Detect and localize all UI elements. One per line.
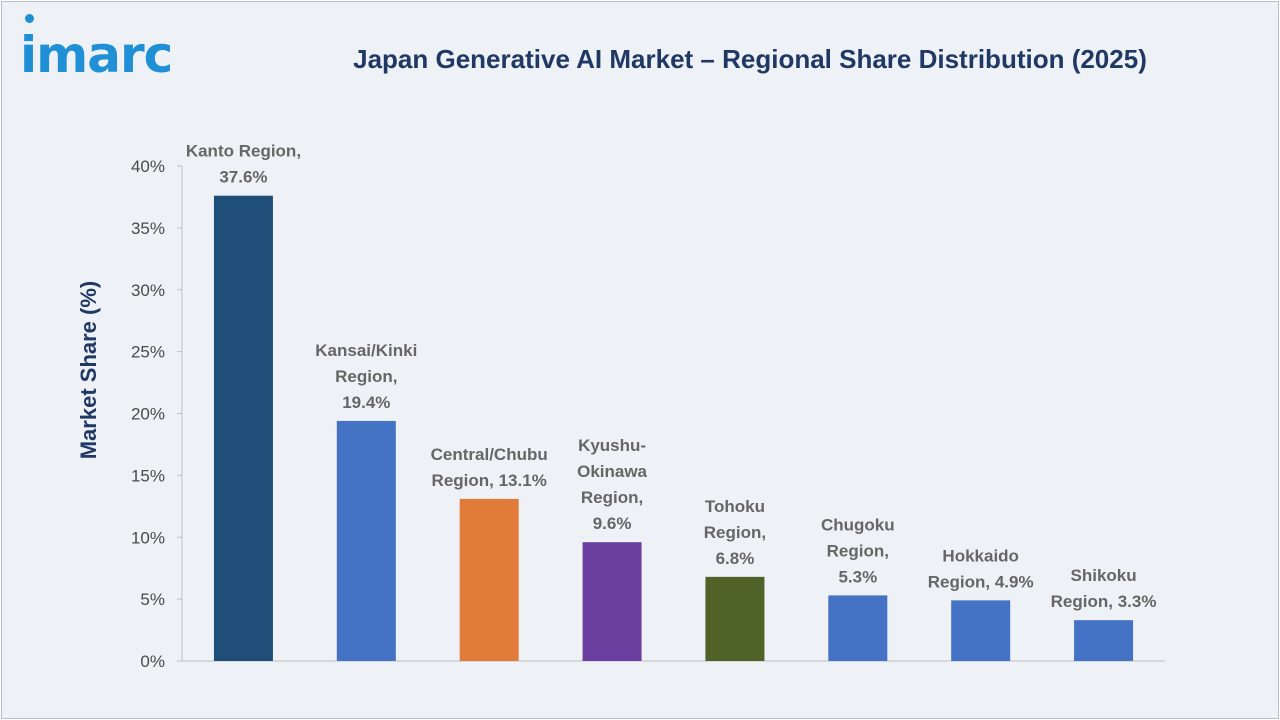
- y-tick-label: 40%: [131, 157, 165, 176]
- bar: [828, 595, 888, 661]
- data-label: Shikoku Region, 3.3%: [1051, 566, 1157, 611]
- bar: [213, 195, 273, 661]
- data-label: Hokkaido Region, 4.9%: [928, 546, 1034, 591]
- bar: [336, 420, 396, 661]
- bar: [582, 542, 642, 661]
- data-label: Kansai/Kinki Region, 19.4%: [315, 341, 417, 412]
- bar: [1074, 620, 1134, 661]
- data-label: Chugoku Region, 5.3%: [821, 515, 895, 586]
- imarc-logo: imarc: [20, 26, 173, 84]
- y-tick-label: 20%: [131, 405, 165, 424]
- data-label: Tohoku Region, 6.8%: [704, 497, 766, 568]
- bar: [459, 498, 519, 661]
- y-tick-label: 30%: [131, 281, 165, 300]
- y-tick-label: 5%: [140, 590, 165, 609]
- data-label: Kyushu-Okinawa Region, 9.6%: [577, 436, 647, 533]
- y-axis-label: Market Share (%): [76, 281, 101, 460]
- y-tick-label: 15%: [131, 466, 165, 485]
- y-tick-label: 0%: [140, 652, 165, 671]
- y-tick-label: 10%: [131, 528, 165, 547]
- data-label: Kanto Region, 37.6%: [186, 142, 301, 187]
- y-tick-label: 35%: [131, 219, 165, 238]
- data-label: Central/Chubu Region, 13.1%: [431, 445, 548, 490]
- bar: [951, 600, 1011, 661]
- bar: [705, 576, 765, 661]
- y-tick-label: 25%: [131, 343, 165, 362]
- chart-title: Japan Generative AI Market – Regional Sh…: [353, 44, 1147, 74]
- logo-dot: [25, 14, 34, 23]
